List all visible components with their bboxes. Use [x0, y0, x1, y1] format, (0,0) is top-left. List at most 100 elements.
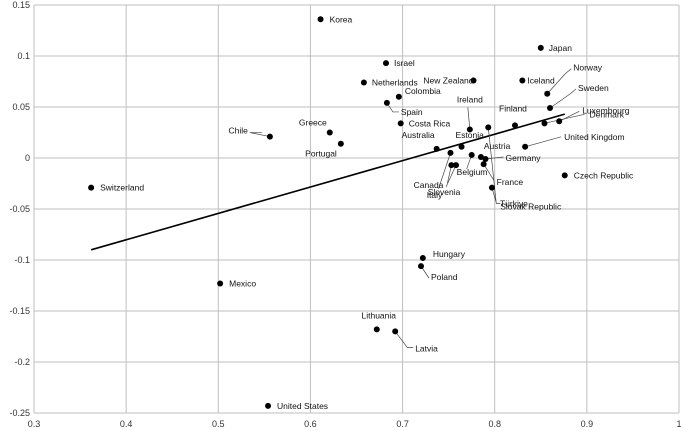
data-point [433, 145, 440, 152]
x-tick-label: 0.4 [120, 419, 133, 429]
data-points [88, 16, 568, 409]
point-label: Slovak Republic [500, 201, 562, 211]
data-point [217, 280, 224, 287]
y-tick-label: 0.15 [12, 0, 30, 10]
point-label: Poland [431, 272, 458, 282]
x-tick-label: 0.7 [396, 419, 409, 429]
leader-line [546, 68, 572, 94]
point-label: Lithuania [362, 310, 397, 320]
point-label: Spain [401, 107, 423, 117]
data-point [466, 126, 473, 133]
data-point [488, 184, 495, 191]
x-tick-label: 1 [676, 419, 681, 429]
data-point [485, 124, 492, 131]
point-label: Korea [330, 14, 353, 24]
point-label: New Zealand [423, 75, 473, 85]
point-label: Colombia [405, 86, 441, 96]
data-point [418, 263, 424, 270]
data-point [547, 105, 553, 112]
data-point [544, 90, 551, 97]
point-label: Türkiye [500, 199, 528, 209]
leader-line [467, 107, 471, 130]
point-label: France [497, 177, 524, 187]
data-point [337, 140, 344, 147]
y-tick-label: 0 [25, 153, 30, 163]
leader-line [549, 88, 577, 109]
leader-line [483, 163, 494, 181]
data-point [373, 326, 380, 333]
data-point [470, 77, 477, 84]
data-point [480, 161, 487, 168]
leader-line [525, 136, 562, 148]
data-point [482, 156, 489, 163]
leader-line [447, 165, 452, 184]
data-point [511, 122, 518, 129]
axis-tick-labels: 0.3 0.4 0.5 0.6 0.7 0.8 0.9 1 0.15 0.1 0.05 0 -0.05 -… [9, 0, 681, 429]
data-point [453, 162, 460, 169]
y-tick-label: 0.05 [12, 102, 30, 112]
leader-line [394, 331, 414, 348]
point-label: Latvia [415, 343, 438, 353]
data-point [561, 172, 568, 179]
point-label: Chile [229, 126, 249, 136]
point-label: Belgium [457, 167, 488, 177]
point-label: Estonia [456, 130, 485, 140]
leader-line [386, 102, 399, 113]
leader-line [559, 110, 580, 122]
point-label: Mexico [229, 278, 256, 288]
data-point [397, 120, 404, 127]
point-label: Austria [484, 141, 511, 151]
point-label: Greece [299, 118, 327, 128]
leader-line [438, 152, 451, 190]
data-point [392, 328, 399, 335]
data-point [458, 143, 465, 150]
y-tick-label: -0.05 [9, 204, 30, 214]
data-point [556, 118, 563, 125]
point-label: Netherlands [372, 78, 418, 88]
point-label: Australia [402, 130, 435, 140]
point-label: Costa Rica [409, 118, 451, 128]
leader-line [249, 132, 270, 137]
point-label: Hungary [433, 249, 466, 259]
data-point [419, 254, 426, 261]
x-tick-label: 0.9 [581, 419, 594, 429]
data-point [326, 129, 333, 136]
point-label: Norway [573, 63, 603, 73]
data-point [383, 99, 390, 106]
point-labels: Switzerland Mexico United States Chile Korea… [100, 14, 634, 411]
data-point [395, 93, 402, 100]
leader-line [445, 164, 457, 188]
point-label: Canada [414, 180, 444, 190]
y-tick-label: -0.1 [14, 255, 30, 265]
leader-line [487, 127, 501, 204]
point-label: United States [277, 401, 328, 411]
y-tick-label: -0.25 [9, 408, 30, 418]
trendline [90, 113, 565, 251]
point-label: Slovenia [428, 187, 461, 197]
data-point [448, 162, 455, 169]
data-point [522, 143, 529, 150]
data-point [317, 16, 324, 23]
point-label: Israel [394, 58, 415, 68]
point-label: Finland [499, 103, 527, 113]
y-tick-label: 0.1 [17, 51, 30, 61]
point-label: Sweden [578, 83, 609, 93]
point-label: Japan [549, 43, 572, 53]
point-label: Switzerland [100, 183, 144, 193]
leader-line [485, 156, 504, 160]
leader-lines [249, 68, 585, 348]
x-tick-label: 0.6 [304, 419, 317, 429]
point-label: Iceland [527, 75, 555, 85]
point-label: Luxembourg [582, 105, 630, 115]
data-point [541, 120, 548, 127]
point-label: Denmark [589, 109, 624, 119]
point-label: Italy [427, 190, 443, 200]
data-point [477, 153, 484, 160]
data-point [265, 402, 272, 409]
y-tick-label: -0.2 [14, 357, 30, 367]
data-point [519, 77, 526, 84]
trendline-layer [90, 113, 565, 251]
point-label: Czech Republic [574, 170, 634, 180]
point-label: Ireland [457, 94, 483, 104]
